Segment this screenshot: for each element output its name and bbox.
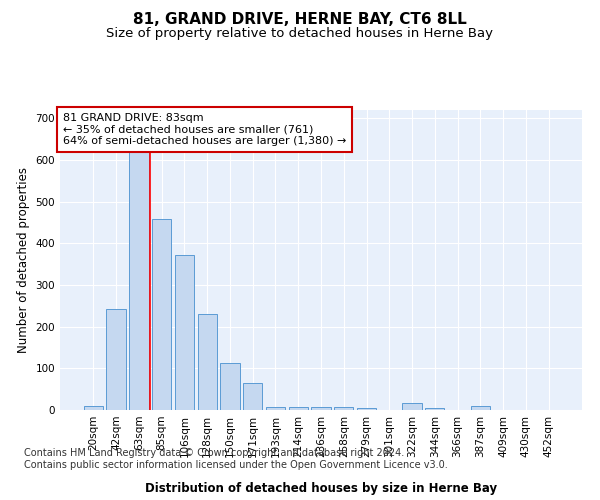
Bar (266, 406, 285, 410)
Bar (289, 406, 308, 410)
Text: 81 GRAND DRIVE: 83sqm
← 35% of detached houses are smaller (761)
64% of semi-det: 81 GRAND DRIVE: 83sqm ← 35% of detached … (62, 113, 346, 146)
Bar (84, 406, 103, 410)
Text: Contains public sector information licensed under the Open Government Licence v3: Contains public sector information licen… (24, 460, 448, 470)
Bar (152, 219, 172, 410)
Bar (334, 406, 353, 410)
Bar (197, 314, 217, 410)
Bar (311, 406, 331, 410)
Bar (106, 308, 126, 410)
Bar (470, 406, 490, 410)
Bar (175, 254, 194, 410)
Bar (425, 408, 445, 410)
Text: 81, GRAND DRIVE, HERNE BAY, CT6 8LL: 81, GRAND DRIVE, HERNE BAY, CT6 8LL (133, 12, 467, 28)
Bar (220, 363, 239, 410)
Bar (243, 383, 262, 410)
Y-axis label: Number of detached properties: Number of detached properties (17, 167, 30, 353)
Text: Distribution of detached houses by size in Herne Bay: Distribution of detached houses by size … (145, 482, 497, 495)
Bar (403, 402, 422, 410)
Bar (129, 137, 149, 410)
Text: Contains HM Land Registry data © Crown copyright and database right 2024.: Contains HM Land Registry data © Crown c… (24, 448, 404, 458)
Text: Size of property relative to detached houses in Herne Bay: Size of property relative to detached ho… (107, 28, 493, 40)
Bar (357, 408, 376, 410)
